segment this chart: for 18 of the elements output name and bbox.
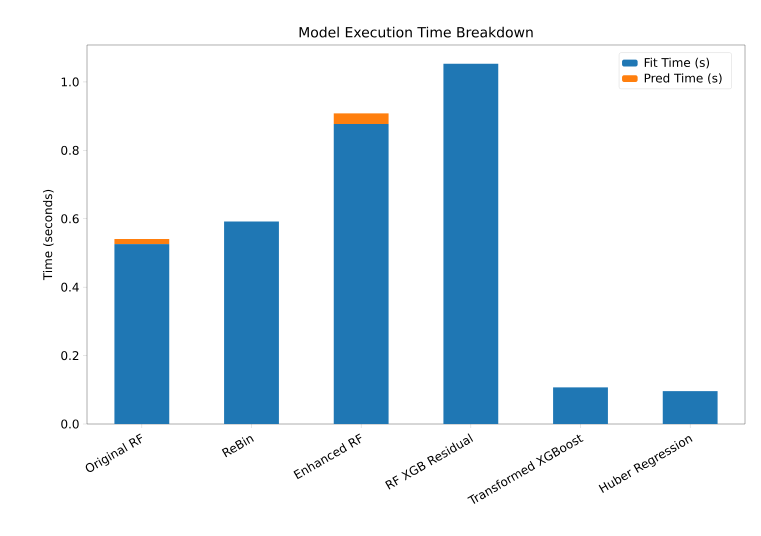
bar (662, 391, 718, 424)
bar (553, 387, 608, 424)
y-tick-label: 0.8 (61, 146, 79, 155)
bar (443, 64, 498, 424)
y-tick-label: 1.0 (62, 77, 79, 86)
bar (114, 238, 170, 244)
y-tick-label: 0.4 (61, 282, 79, 292)
chart-title: Model Execution Time Breakdown (300, 26, 533, 38)
bar (224, 222, 279, 424)
bar (334, 113, 389, 124)
y-tick-label: 0.2 (61, 351, 78, 360)
y-axis-title: Time (seconds) (42, 190, 54, 280)
legend-label: Pred Time (s) (644, 73, 722, 84)
bar (114, 244, 170, 424)
y-tick-label: 0.6 (61, 214, 79, 224)
y-tick-label: 0.0 (61, 419, 79, 429)
legend-label: Fit Time (s) (644, 58, 710, 68)
bar (334, 124, 389, 424)
